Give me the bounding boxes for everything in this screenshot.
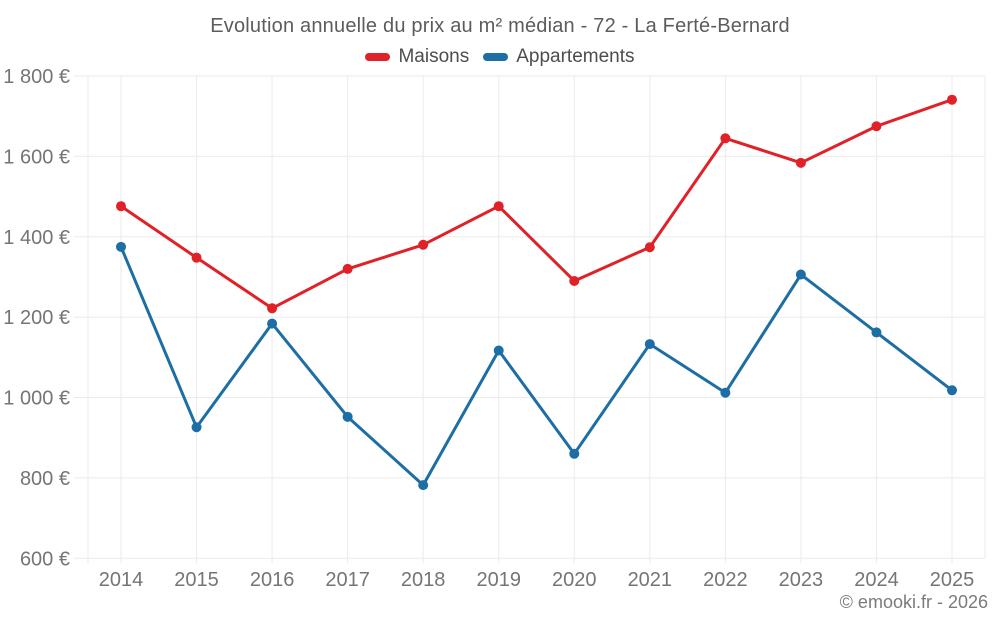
x-tick-label: 2014: [99, 569, 144, 591]
y-tick-label: 600 €: [20, 548, 70, 570]
appartements-data-point[interactable]: [569, 448, 580, 459]
appartements-data-point[interactable]: [116, 241, 126, 252]
y-tick-label: 1 600 €: [3, 146, 70, 168]
legend-item-maisons[interactable]: Maisons: [365, 46, 469, 68]
appartements-data-point[interactable]: [191, 422, 202, 433]
x-tick-label: 2025: [930, 569, 975, 591]
legend-label-appartements: Appartements: [516, 46, 635, 67]
appartements-data-point[interactable]: [342, 411, 353, 422]
y-tick-label: 1 200 €: [3, 307, 70, 329]
y-tick-label: 1 000 €: [3, 388, 70, 410]
appartements-data-point[interactable]: [644, 339, 655, 350]
x-tick-label: 2018: [401, 569, 446, 591]
appartements-data-point[interactable]: [493, 345, 504, 356]
maisons-data-point[interactable]: [493, 201, 504, 212]
maisons-color-swatch: [365, 53, 391, 61]
maisons-data-point[interactable]: [871, 121, 882, 132]
appartements-data-point[interactable]: [267, 318, 278, 329]
x-tick-label: 2020: [552, 569, 597, 591]
appartements-data-point[interactable]: [418, 480, 429, 491]
x-tick-label: 2019: [476, 569, 521, 591]
maisons-line: [119, 98, 954, 310]
appartements-data-point[interactable]: [947, 385, 957, 396]
chart-title: Evolution annuelle du prix au m² médian …: [210, 15, 790, 37]
y-tick-label: 1 800 €: [3, 66, 70, 88]
maisons-data-point[interactable]: [569, 275, 580, 286]
y-tick-label: 800 €: [20, 468, 70, 490]
x-tick-label: 2022: [703, 569, 748, 591]
maisons-data-point[interactable]: [644, 242, 655, 253]
appartements-data-point[interactable]: [795, 269, 806, 280]
maisons-data-point[interactable]: [720, 133, 731, 144]
appartements-data-point[interactable]: [871, 327, 882, 338]
appartements-color-swatch: [483, 53, 509, 61]
x-tick-label: 2015: [174, 569, 219, 591]
x-tick-label: 2017: [325, 569, 370, 591]
maisons-data-point[interactable]: [795, 157, 806, 168]
x-tick-label: 2023: [779, 569, 824, 591]
x-tick-label: 2021: [628, 569, 673, 591]
maisons-data-point[interactable]: [342, 263, 353, 274]
maisons-data-point[interactable]: [418, 239, 429, 250]
maisons-data-point[interactable]: [947, 94, 957, 105]
maisons-data-point[interactable]: [191, 252, 202, 263]
legend-label-maisons: Maisons: [398, 46, 470, 67]
chart-legend: Maisons Appartements: [0, 46, 1000, 68]
watermark: © emooki.fr - 2026: [839, 592, 988, 612]
y-tick-label: 1 400 €: [3, 227, 70, 249]
appartements-line: [119, 245, 954, 487]
appartements-data-point[interactable]: [720, 387, 731, 398]
maisons-data-point[interactable]: [116, 201, 126, 212]
x-tick-label: 2016: [250, 569, 295, 591]
legend-item-appartements[interactable]: Appartements: [483, 46, 635, 68]
x-tick-label: 2024: [854, 569, 899, 591]
maisons-data-point[interactable]: [267, 303, 278, 314]
